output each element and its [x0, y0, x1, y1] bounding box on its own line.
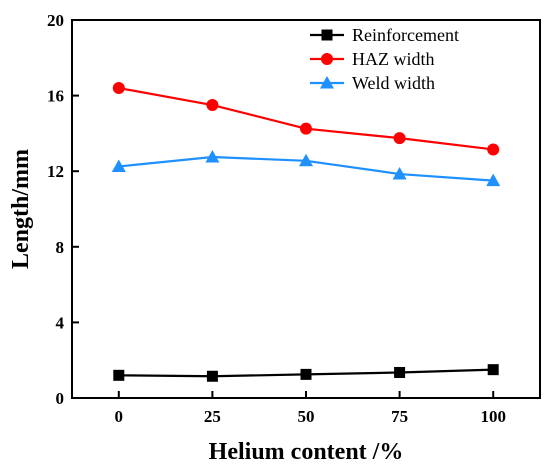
- legend-marker: [321, 29, 333, 41]
- x-tick-label: 75: [391, 407, 408, 426]
- x-tick-label: 50: [298, 407, 315, 426]
- data-point-reinforcement: [300, 368, 312, 380]
- series-line-haz-width: [118, 86, 494, 151]
- legend-marker: [321, 53, 333, 65]
- y-tick-label: 16: [47, 87, 64, 106]
- x-tick-label: 0: [115, 407, 124, 426]
- data-point-reinforcement: [206, 370, 218, 382]
- data-point-weld-width: [299, 153, 313, 167]
- series-reinforcement: [113, 364, 499, 382]
- legend-marker: [320, 76, 334, 89]
- data-point-haz-width: [487, 143, 500, 156]
- y-tick-label: 4: [56, 313, 65, 332]
- data-point-weld-width: [486, 173, 501, 187]
- x-tick-label: 25: [204, 407, 221, 426]
- data-point-haz-width: [206, 99, 219, 112]
- series-layer: [111, 82, 501, 382]
- legend-label: Weld width: [352, 73, 435, 93]
- data-point-reinforcement: [487, 364, 499, 376]
- data-point-weld-width: [392, 167, 407, 180]
- y-tick-label: 0: [56, 389, 65, 408]
- data-point-weld-width: [205, 150, 220, 163]
- legend-item-weld-width: Weld width: [310, 73, 435, 93]
- series-weld-width: [111, 150, 501, 187]
- data-point-reinforcement: [113, 369, 125, 381]
- data-point-haz-width: [112, 82, 125, 95]
- x-axis-ticks: 0 25 50 75 100: [115, 391, 506, 426]
- data-point-weld-width: [111, 159, 126, 172]
- legend: Reinforcement HAZ width Weld width: [310, 25, 459, 93]
- data-point-reinforcement: [394, 366, 406, 378]
- plot-frame: [71, 19, 541, 399]
- y-axis-ticks: 0 4 8 12 16 20: [47, 11, 79, 408]
- legend-label: Reinforcement: [352, 25, 459, 45]
- y-tick-label: 12: [47, 162, 64, 181]
- legend-label: HAZ width: [352, 49, 435, 69]
- data-point-haz-width: [300, 122, 312, 135]
- x-tick-label: 100: [480, 407, 506, 426]
- legend-item-haz-width: HAZ width: [310, 49, 435, 69]
- y-axis-title: Length/mm: [8, 149, 34, 269]
- series-haz-width: [112, 82, 500, 156]
- y-tick-label: 8: [56, 238, 65, 257]
- legend-item-reinforcement: Reinforcement: [310, 25, 459, 45]
- y-tick-label: 20: [47, 11, 64, 30]
- x-axis-title: Helium content /%: [209, 439, 404, 465]
- data-point-haz-width: [393, 132, 406, 145]
